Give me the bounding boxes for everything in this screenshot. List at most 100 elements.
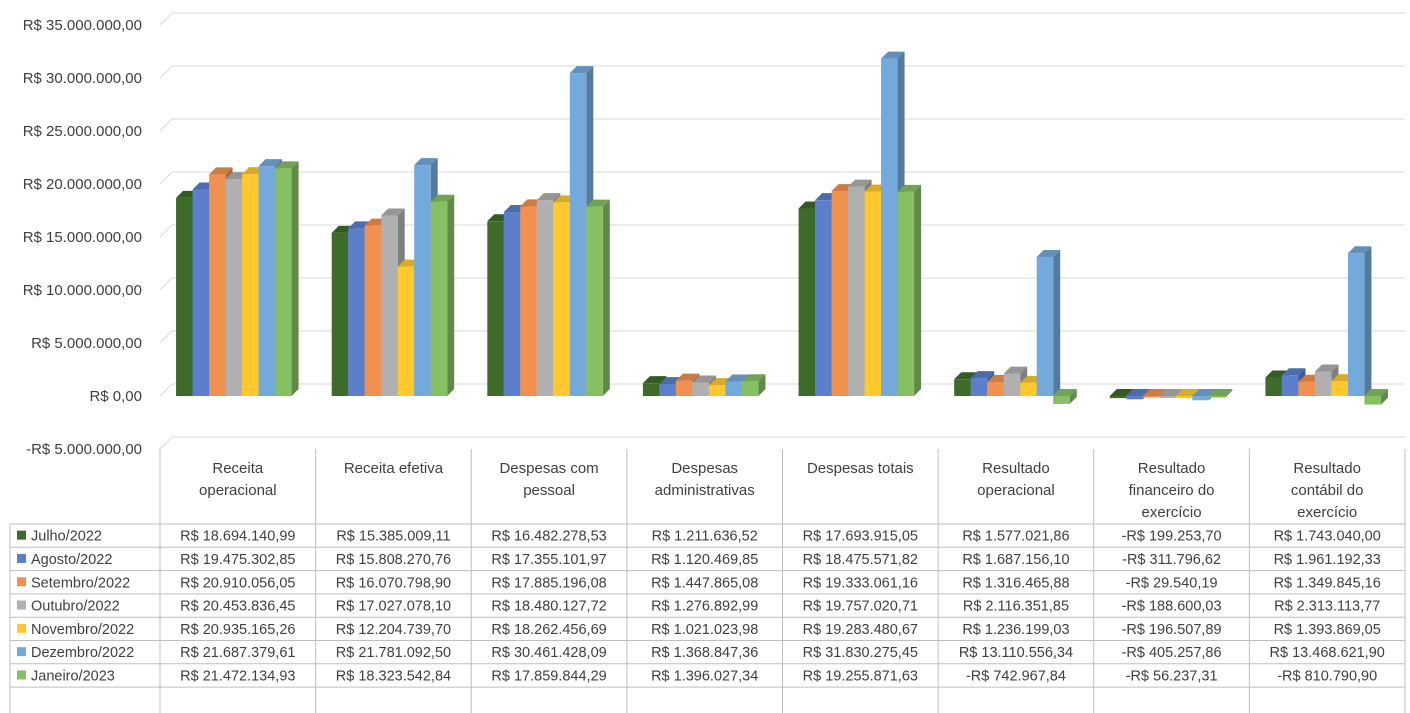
bar — [430, 194, 455, 396]
bar-front — [381, 215, 398, 396]
bar-front — [348, 228, 365, 396]
bar-front — [1053, 396, 1070, 404]
bar-front — [192, 189, 210, 396]
bar — [897, 184, 922, 396]
table-cell: R$ 17.859.844,29 — [491, 668, 606, 684]
table-cell: R$ 19.757.020,71 — [803, 599, 918, 615]
bar-front — [569, 73, 587, 397]
bar-top — [1159, 389, 1183, 396]
bar-front — [1109, 396, 1127, 399]
bar-top — [1347, 246, 1372, 254]
table-cell: R$ 18.480.127,72 — [491, 599, 606, 615]
legend-label: Janeiro/2023 — [31, 668, 115, 684]
table-cell: R$ 18.262.456,69 — [491, 622, 606, 638]
table-cell: R$ 1.961.192,33 — [1274, 552, 1381, 568]
bar-front — [1314, 371, 1332, 396]
bar-top — [209, 167, 233, 175]
table-cell: R$ 17.355.101,97 — [491, 552, 606, 568]
bar-side — [1364, 246, 1372, 396]
table-cell: R$ 18.475.571,82 — [803, 552, 918, 568]
table-cell: -R$ 810.790,90 — [1277, 668, 1377, 684]
bar-top — [1053, 389, 1077, 396]
bar-top — [1175, 389, 1200, 396]
table-cell: R$ 2.313.113,77 — [1274, 599, 1380, 615]
table-cell: R$ 17.027.078,10 — [336, 599, 451, 615]
legend-swatch — [17, 530, 26, 540]
table-cell: R$ 16.070.798,90 — [336, 575, 451, 591]
bar-top — [725, 374, 749, 382]
gridline-diag — [159, 12, 173, 26]
category-label: Despesas com — [499, 460, 598, 477]
legend-swatch — [17, 600, 26, 610]
legend-label: Outubro/2022 — [31, 599, 120, 615]
category-label: contábil do — [1291, 482, 1364, 499]
y-tick-label: R$ 35.000.000,00 — [23, 17, 142, 34]
table-cell: R$ 1.236.199,03 — [962, 622, 1069, 638]
bars — [176, 51, 1388, 405]
bar-front — [209, 174, 226, 396]
bar — [1208, 389, 1233, 398]
category-label: Despesas totais — [807, 460, 914, 477]
bar-top — [1003, 366, 1028, 374]
table-cell: R$ 13.110.556,34 — [959, 645, 1073, 661]
gridline-diag — [159, 224, 173, 238]
table-cell: R$ 30.461.428,09 — [491, 645, 606, 661]
bar-side — [1380, 389, 1388, 405]
category-label: Resultado — [1293, 460, 1361, 477]
bar-side — [1069, 389, 1077, 404]
legend-swatch — [17, 647, 26, 657]
category-label: financeiro do — [1129, 482, 1215, 499]
bar-top — [414, 158, 438, 166]
table-cell: R$ 18.323.542,84 — [336, 668, 451, 684]
legend-label: Agosto/2022 — [31, 552, 112, 568]
y-tick-label: -R$ 5.000.000,00 — [26, 441, 142, 458]
table-cell: -R$ 742.967,84 — [966, 668, 1066, 684]
legend-swatch — [17, 670, 26, 680]
category-label: pessoal — [523, 482, 575, 499]
table-cell: R$ 15.385.009,11 — [336, 529, 450, 545]
bar-top — [1192, 389, 1216, 396]
bar-front — [970, 378, 988, 396]
bar-side — [602, 199, 610, 396]
category-label: administrativas — [655, 482, 755, 499]
gridline-diag — [159, 383, 173, 397]
bar-front — [692, 382, 709, 396]
table-cell: R$ 20.935.165,26 — [180, 622, 295, 638]
bar-front — [520, 206, 537, 396]
bar-front — [725, 381, 742, 396]
bar-top — [897, 184, 922, 192]
bar-front — [553, 202, 570, 396]
bar — [275, 161, 299, 396]
bar-front — [881, 58, 898, 396]
gridline-diag — [159, 171, 173, 185]
y-tick-label: R$ 25.000.000,00 — [23, 123, 142, 140]
bar-front — [741, 381, 759, 396]
bar-top — [741, 374, 766, 382]
gridline-diag — [159, 330, 173, 344]
table-cell: R$ 1.393.869,05 — [1274, 622, 1381, 638]
table-cell: R$ 17.693.915,05 — [803, 529, 918, 545]
bar-front — [659, 384, 676, 396]
bar-top — [675, 373, 700, 381]
bar-front — [954, 379, 971, 396]
y-axis-tick-labels: R$ 35.000.000,00 R$ 30.000.000,00 R$ 25.00… — [23, 17, 142, 458]
table-cell: R$ 1.349.845,16 — [1274, 575, 1381, 591]
bar-front — [1331, 381, 1348, 396]
bar-front — [897, 191, 915, 396]
y-tick-label: R$ 15.000.000,00 — [23, 229, 142, 246]
table-cell: R$ 18.694.140,99 — [180, 529, 295, 545]
gridline-diag — [159, 277, 173, 291]
category-label: Resultado — [982, 460, 1050, 477]
bar-front — [1020, 382, 1037, 396]
bar-front — [1192, 396, 1209, 401]
table-cell: R$ 12.204.739,70 — [336, 622, 451, 638]
bar-side — [1053, 250, 1061, 396]
bar — [586, 199, 610, 396]
bar-side — [914, 184, 922, 396]
bar-front — [1142, 396, 1160, 398]
bar-front — [864, 191, 882, 396]
bar-front — [430, 201, 448, 396]
bar-top — [1281, 368, 1306, 376]
table-cell: R$ 19.283.480,67 — [803, 622, 918, 638]
table-cell: R$ 19.475.302,85 — [180, 552, 295, 568]
